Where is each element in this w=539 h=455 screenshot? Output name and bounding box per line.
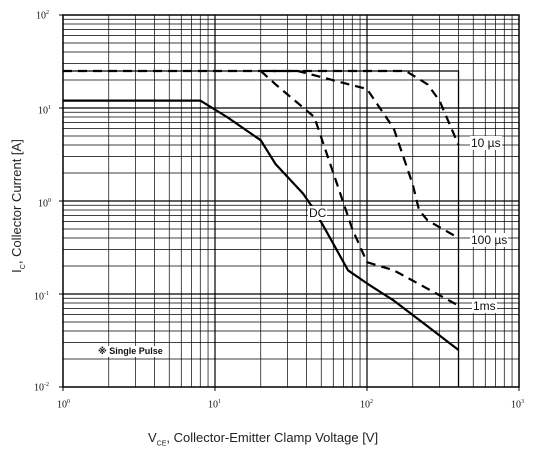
label-dc: DC: [308, 206, 328, 220]
y-tick-label-1e1: 101: [38, 105, 51, 117]
series-line-10-s: [63, 69, 460, 146]
y-tick-label-1e0: 100: [38, 198, 51, 210]
label-10us: 10 µs: [470, 136, 502, 150]
plot-frame: [62, 14, 520, 388]
limit-boundary-line: [63, 70, 460, 387]
y-axis-title: IC, Collector Current [A]: [9, 139, 27, 273]
x-tick-label-1e0: 100: [57, 399, 70, 411]
y-tick-label-1e-1: 10-1: [34, 291, 49, 303]
x-tick-label-1e2: 102: [360, 399, 373, 411]
series-line-1ms: [260, 70, 460, 307]
x-tick-label-1e1: 101: [208, 399, 221, 411]
label-1ms: 1ms: [472, 299, 497, 313]
label-100us: 100 µs: [470, 233, 509, 247]
single-pulse-note: ※ Single Pulse: [97, 346, 164, 357]
y-tick-label-1e-2: 10-2: [34, 382, 49, 394]
x-axis-title: VCE, Collector-Emitter Clamp Voltage [V]: [148, 430, 379, 448]
series-line-100-s: [267, 69, 460, 239]
x-tick-label-1e3: 103: [511, 399, 524, 411]
y-tick-label-1e2: 102: [36, 10, 49, 22]
